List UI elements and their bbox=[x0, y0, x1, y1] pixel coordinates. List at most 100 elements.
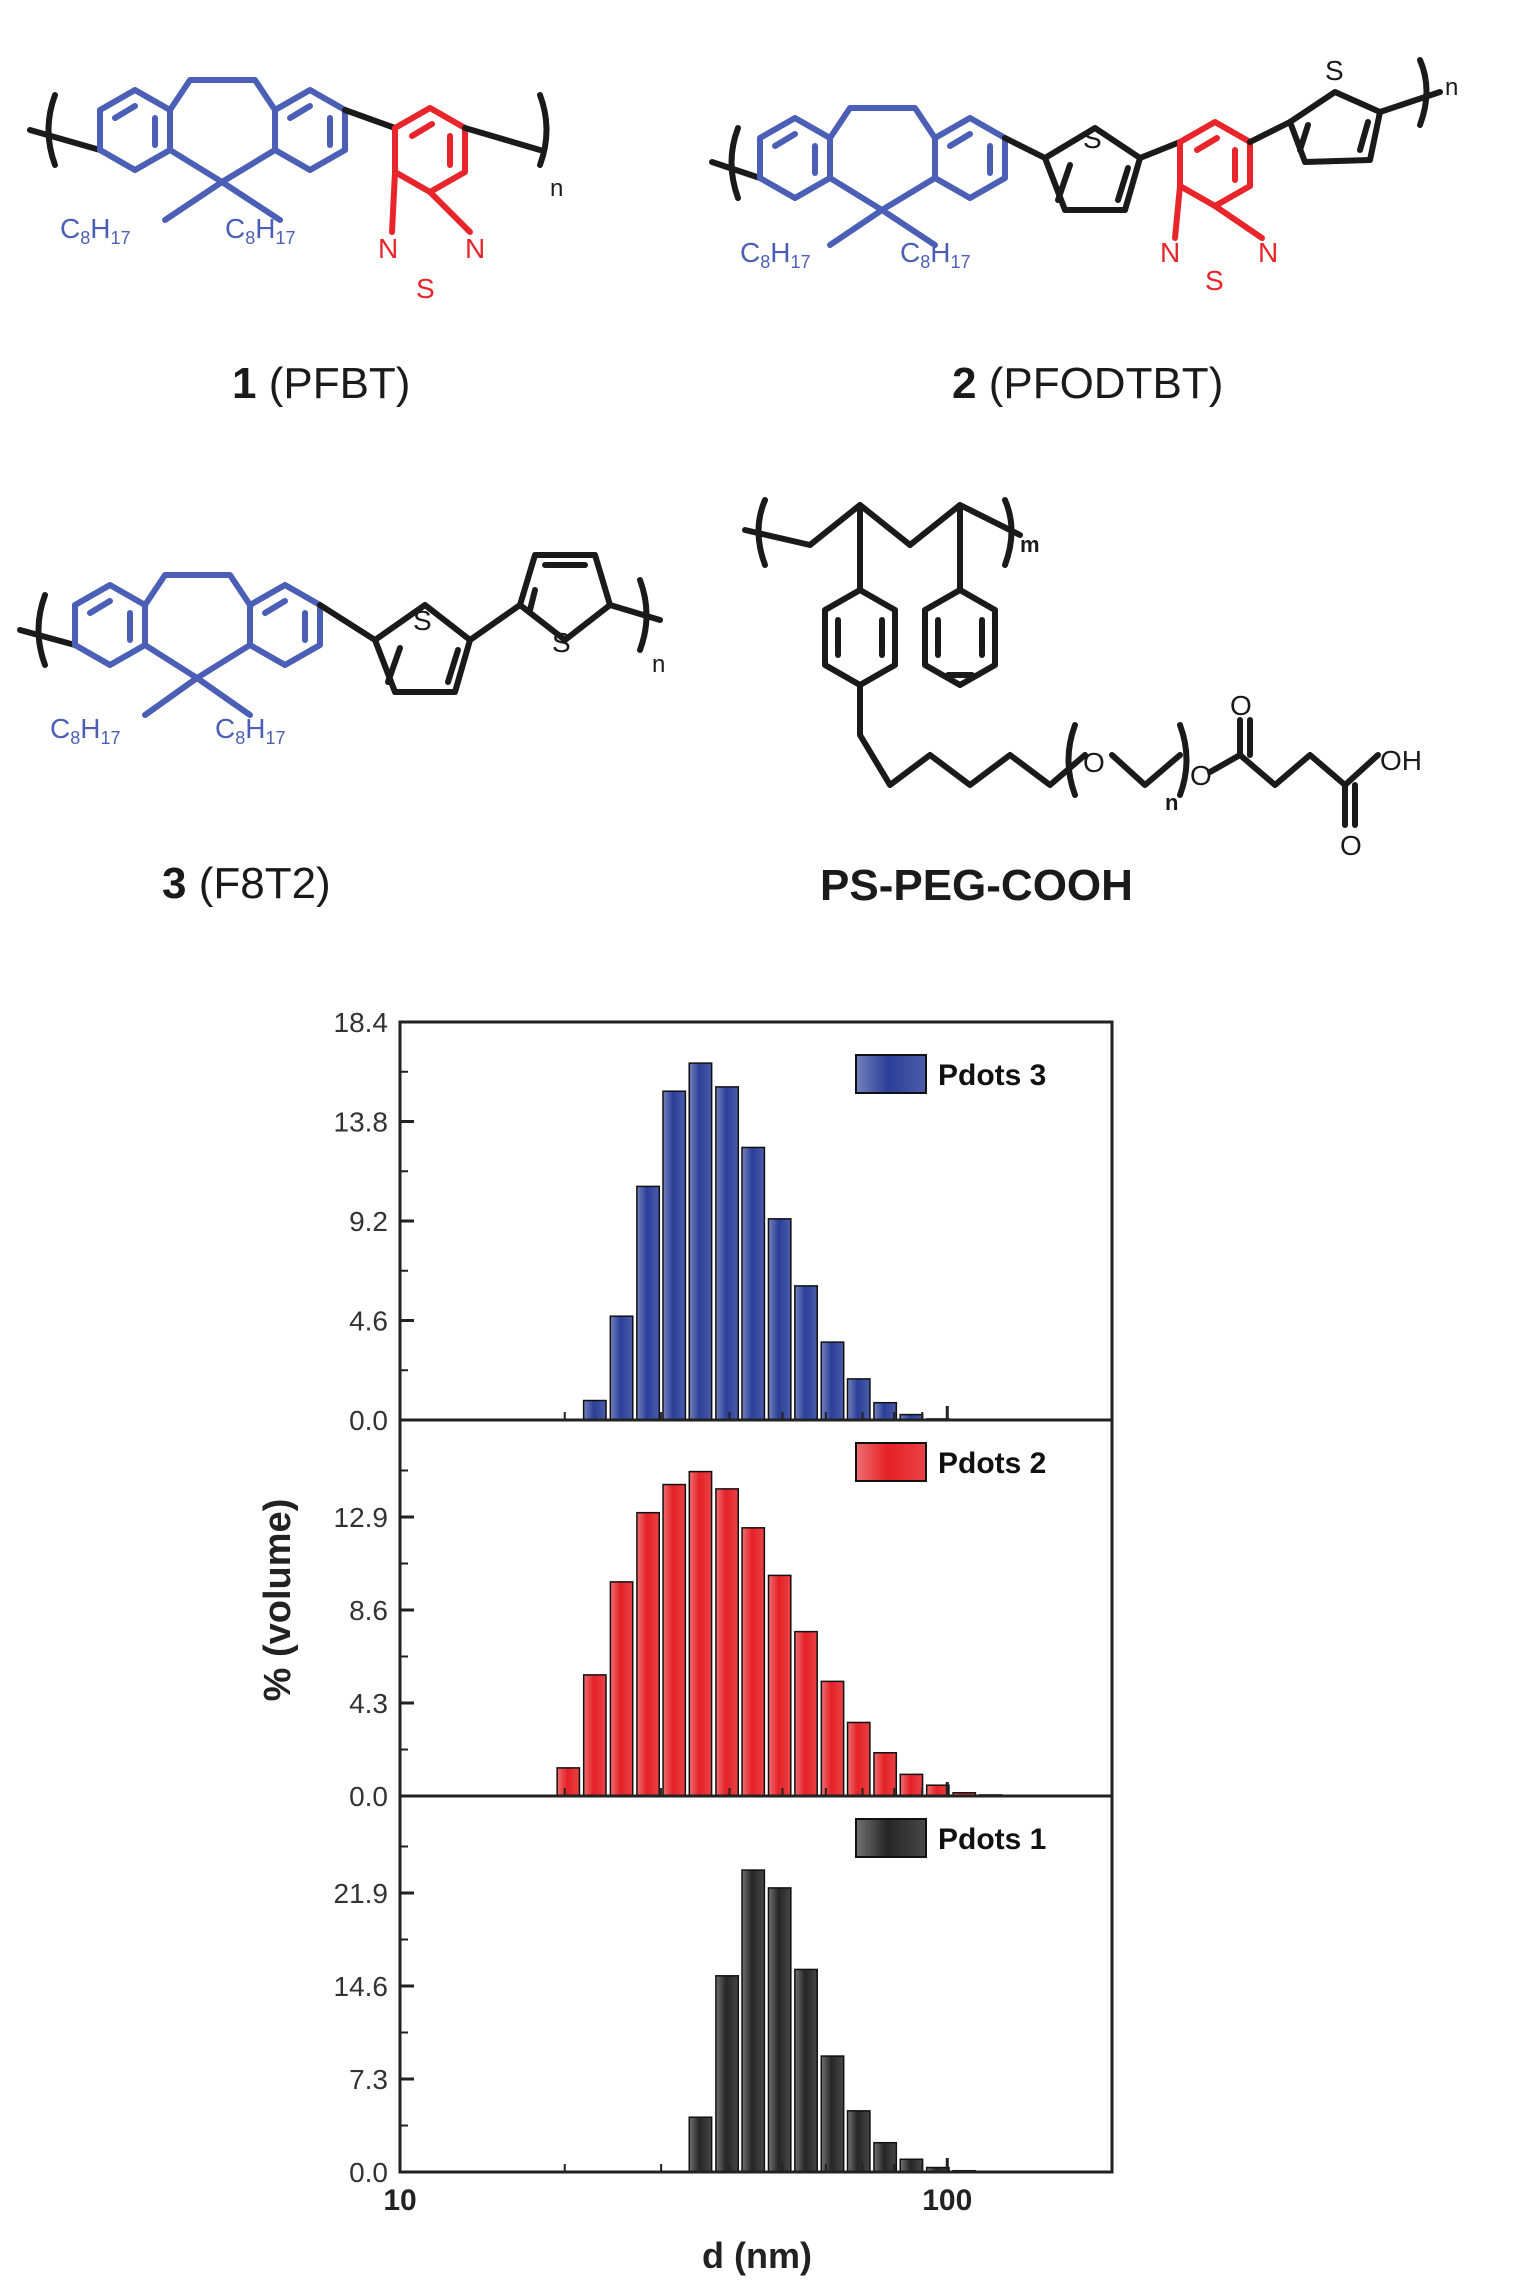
bar bbox=[873, 1751, 898, 1797]
pspeg-caption: PS-PEG-COOH bbox=[820, 861, 1133, 910]
pfodtbt-caption: 2 (PFODTBT) bbox=[952, 359, 1223, 408]
bar bbox=[636, 1511, 660, 1797]
y-tick-label: 0.0 bbox=[349, 1405, 388, 1436]
f8t2-alkyl-left: C8H17 bbox=[50, 713, 121, 748]
size-distribution-chart: 0.0 4.6 9.2 13.8 18.4 Pdots 3 0.0 4.3 8.6 12.9 Pdo… bbox=[257, 1007, 1114, 2276]
y-axis-title: % (volume) bbox=[257, 1499, 299, 1702]
pfbt-backbone bbox=[27, 77, 550, 235]
y-tick-label: 0.0 bbox=[349, 1781, 388, 1812]
pspeg-linker bbox=[857, 682, 1088, 788]
pfbt-bond-mid bbox=[342, 107, 398, 131]
bar bbox=[899, 2158, 924, 2173]
pfodtbt-s-atom: S bbox=[1205, 265, 1224, 296]
panel-pdots-2: 0.0 4.3 8.6 12.9 Pdots 2 bbox=[334, 1442, 1046, 1812]
f8t2-bond-left bbox=[17, 627, 78, 648]
pfodtbt-thiophene-a bbox=[1042, 125, 1143, 213]
structure-ps-peg-cooh: O O O O OH m n PS-PEG-COOH bbox=[742, 497, 1422, 910]
y-tick-label: 21.9 bbox=[334, 1878, 389, 1909]
panel-pdots-1: 0.0 7.3 14.6 21.9 Pdots 1 bbox=[334, 1818, 1046, 2188]
bar bbox=[715, 1086, 740, 1421]
bar bbox=[662, 1090, 687, 1421]
pfodtbt-bond-c bbox=[1247, 119, 1293, 145]
pfbt-labels: C8H17 C8H17 N N S n bbox=[60, 175, 563, 304]
bar bbox=[688, 1062, 713, 1421]
pspeg-phenyl-right bbox=[922, 587, 998, 688]
bar bbox=[715, 1488, 739, 1797]
bar bbox=[556, 1767, 581, 1797]
pspeg-o-atom-acid: O bbox=[1340, 830, 1362, 861]
panel-pdots-3: 0.0 4.6 9.2 13.8 18.4 Pdots 3 bbox=[334, 1007, 1047, 1436]
bar bbox=[820, 1680, 845, 1797]
pfbt-alkyl-left: C8H17 bbox=[60, 213, 131, 248]
f8t2-alkyl-right: C8H17 bbox=[215, 713, 286, 748]
pfbt-subscript-n: n bbox=[550, 175, 563, 202]
pfbt-fluorene bbox=[97, 77, 348, 223]
bar bbox=[688, 1470, 713, 1797]
pfodtbt-subscript-n: n bbox=[1445, 74, 1458, 101]
bar bbox=[741, 1527, 766, 1797]
bar bbox=[609, 1581, 634, 1797]
pfbt-caption: 1 (PFBT) bbox=[232, 359, 410, 408]
pspeg-bracket-right bbox=[1002, 497, 1015, 568]
pfodtbt-bond-a bbox=[1002, 135, 1048, 161]
pfodtbt-n-left: N bbox=[1160, 237, 1180, 268]
legend-label: Pdots 3 bbox=[938, 1059, 1046, 1092]
pfbt-number: 1 bbox=[232, 359, 256, 408]
f8t2-thiophene-b bbox=[517, 552, 613, 643]
legend-swatch bbox=[855, 1818, 927, 1858]
y-tick-label: 13.8 bbox=[334, 1107, 389, 1138]
pfbt-n-left: N bbox=[378, 233, 398, 264]
f8t2-name: (F8T2) bbox=[186, 859, 330, 908]
pspeg-peg-bracket-right bbox=[1177, 722, 1190, 798]
bar bbox=[846, 1721, 871, 1797]
pfbt-benzothiadiazole bbox=[389, 105, 473, 235]
pfodtbt-name: (PFODTBT) bbox=[976, 359, 1223, 408]
pspeg-subscript-n: n bbox=[1165, 790, 1178, 815]
y-tick-label: 8.6 bbox=[349, 1595, 388, 1626]
pspeg-peg-bracket-left bbox=[1065, 722, 1078, 798]
bar bbox=[873, 2141, 898, 2173]
y-tick-label: 9.2 bbox=[349, 1206, 388, 1237]
y-tick-label: 7.3 bbox=[349, 2064, 388, 2095]
y-tick-label: 12.9 bbox=[334, 1502, 389, 1533]
pfbt-name: (PFBT) bbox=[256, 359, 410, 408]
structure-f8t2: C8H17 C8H17 S S n 3 (F8T2) bbox=[17, 552, 665, 908]
bar bbox=[794, 1285, 819, 1421]
legend-label: Pdots 2 bbox=[938, 1447, 1046, 1480]
bar bbox=[662, 1483, 687, 1797]
legend-swatch bbox=[855, 1442, 927, 1482]
bar bbox=[767, 1574, 792, 1797]
pfodtbt-bracket-left bbox=[728, 125, 741, 201]
pspeg-peg-unit bbox=[1109, 752, 1183, 788]
pspeg-backbone bbox=[742, 502, 1023, 548]
bar bbox=[899, 1773, 924, 1797]
pfodtbt-benzothiadiazole bbox=[1172, 119, 1265, 241]
x-axis: 10 100 bbox=[383, 1406, 1113, 2217]
pfodtbt-alkyl-right: C8H17 bbox=[900, 237, 971, 272]
bar bbox=[846, 1378, 871, 1421]
pfbt-bond-left bbox=[27, 127, 103, 153]
structure-pfbt: C8H17 C8H17 N N S n 1 (PFBT) bbox=[27, 77, 563, 408]
pspeg-oh-group: OH bbox=[1380, 745, 1422, 776]
pspeg-o-atom-peg: O bbox=[1083, 747, 1105, 778]
f8t2-bracket-left bbox=[35, 592, 48, 668]
structure-pfodtbt: C8H17 C8H17 S N N S S n 2 (PFODTBT) bbox=[709, 55, 1458, 408]
pfodtbt-s-atom-a: S bbox=[1083, 123, 1102, 154]
y-tick-label: 4.6 bbox=[349, 1306, 388, 1337]
f8t2-caption: 3 (F8T2) bbox=[162, 859, 331, 908]
bar bbox=[636, 1185, 661, 1421]
bar bbox=[925, 1784, 950, 1797]
pfodtbt-alkyl-left: C8H17 bbox=[740, 237, 811, 272]
x-axis-title: d (nm) bbox=[702, 2235, 812, 2276]
bar bbox=[767, 1887, 792, 2173]
y-tick-label: 14.6 bbox=[334, 1971, 389, 2002]
pfodtbt-bracket-right bbox=[1417, 57, 1430, 128]
plot-frame bbox=[398, 1020, 1114, 2174]
y-tick-label: 4.3 bbox=[349, 1688, 388, 1719]
f8t2-bracket-right bbox=[637, 577, 650, 653]
f8t2-fluorene bbox=[72, 572, 323, 718]
bar bbox=[846, 2110, 871, 2173]
pfbt-bracket-left bbox=[45, 92, 58, 168]
pfbt-n-right: N bbox=[465, 233, 485, 264]
